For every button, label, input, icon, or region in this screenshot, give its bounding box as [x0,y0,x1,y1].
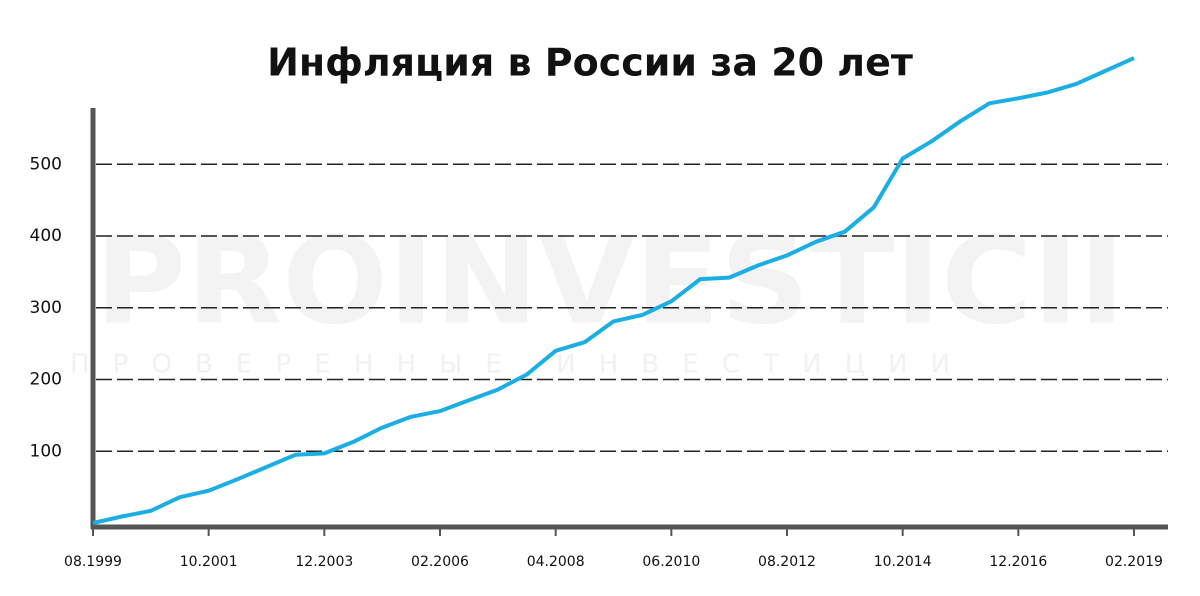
y-tick-label: 400 [30,226,62,246]
data-line [92,56,1135,525]
y-tick-label: 300 [30,298,62,318]
chart-title: Инфляция в России за 20 лет [267,41,913,85]
watermark: PROINVESTICII [95,213,1125,352]
x-tick-label: 08.1999 [64,554,122,570]
x-tick-label: 12.2003 [295,554,353,570]
x-tick-label: 04.2008 [527,554,585,570]
x-tick-label: 08.2012 [758,554,816,570]
x-tick-label: 10.2001 [180,554,238,570]
x-tick-label: 12.2016 [989,554,1047,570]
y-tick-label: 100 [30,441,62,461]
y-tick-label: 200 [30,370,62,390]
x-tick-label: 02.2019 [1105,554,1163,570]
watermark-subtitle: ПРОВЕРЕННЫЕ ИНВЕСТИЦИИ [70,350,950,380]
x-tick-label: 02.2006 [411,554,469,570]
y-tick-label: 500 [30,154,62,174]
x-tick-label: 10.2014 [874,554,932,570]
x-tick-label: 06.2010 [642,554,700,570]
